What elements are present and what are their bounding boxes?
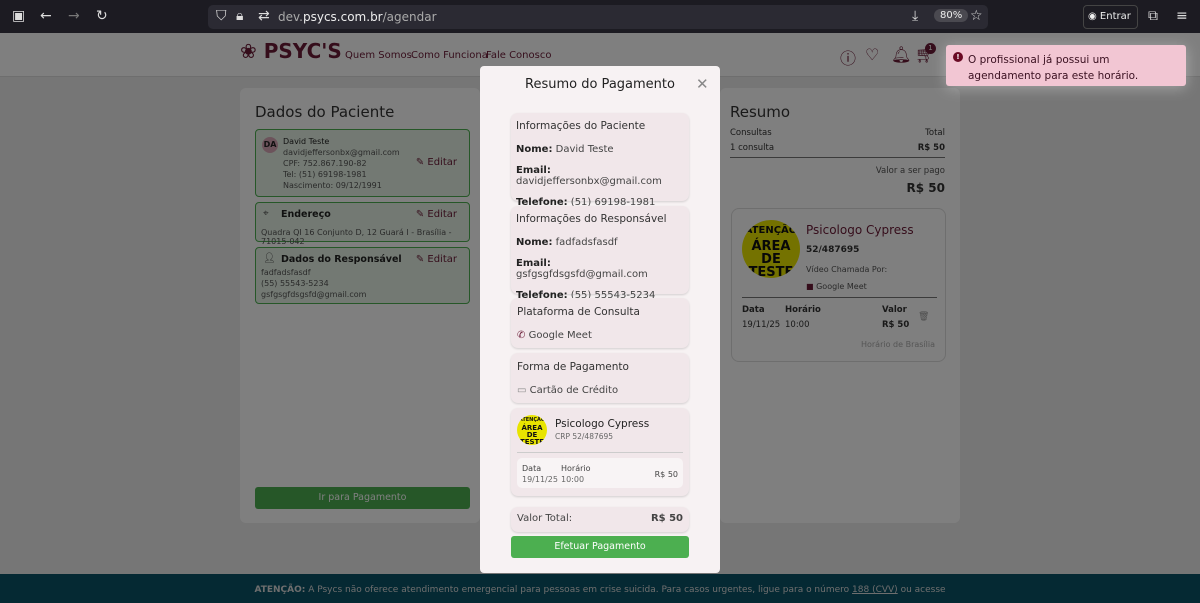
modal-title: Resumo do Pagamento [525,77,675,92]
shield-icon: ⛉ [216,8,227,24]
sidebar-icon[interactable]: ▣ [12,8,26,24]
url-path: /agendar [382,10,437,24]
platform-section: Plataforma de Consulta ✆ Google Meet [511,298,689,348]
sign-in-label: Entrar [1099,11,1131,22]
modal-patient-email: davidjeffersonbx@gmail.com [516,176,662,187]
responsible-info-heading: Informações do Responsável [516,213,667,225]
lock-icon: 🔒︎ [236,8,244,24]
platform-heading: Plataforma de Consulta [517,306,640,318]
modal-patient-phone: (51) 69198-1981 [570,197,656,208]
total-label: Valor Total: [517,513,573,524]
appointment-section: ATENÇÃO ÁREA DE TESTE Psicologo Cypress CR… [511,408,689,496]
modal-patient-name: David Teste [555,144,614,155]
payment-method-heading: Forma de Pagamento [517,361,629,373]
modal-price: R$ 50 [654,470,678,479]
patient-info-section: Informações do Paciente Nome: David Test… [511,113,689,208]
alert-icon: ! [953,52,963,62]
url-prefix: dev. [278,10,303,24]
submit-payment-button[interactable]: Efetuar Pagamento [511,536,689,558]
total-section: Valor Total: R$ 50 [511,507,689,532]
error-toast: ! O profissional já possui um agendament… [946,45,1186,86]
payment-summary-modal: Resumo do Pagamento ✕ Informações do Pac… [480,66,720,573]
zoom-level[interactable]: 80% [934,9,969,22]
reload-icon[interactable]: ↻ [96,8,108,24]
modal-time: 10:00 [561,475,585,484]
modal-date: 19/11/25 [522,475,558,484]
modal-responsible-name: fadfadsfasdf [555,237,618,248]
whatsapp-icon: ✆ [517,330,526,341]
extensions-icon[interactable]: ⧉ [1148,8,1158,24]
forward-icon[interactable]: → [68,8,80,24]
close-icon[interactable]: ✕ [696,75,709,93]
url-bar[interactable]: ⛉ 🔒︎ ⇄ dev.psycs.com.br/agendar ⤓ 80% ☆ [208,5,988,29]
modal-responsible-email: gsfgsgfdsgsfd@gmail.com [516,269,648,280]
bookmark-star-icon[interactable]: ☆ [970,8,983,24]
modal-professional-photo: ATENÇÃO ÁREA DE TESTE [517,415,547,445]
download-icon[interactable]: ⤓ [912,8,919,24]
patient-info-heading: Informações do Paciente [516,120,646,132]
modal-professional-name: Psicologo Cypress [555,418,650,430]
back-icon[interactable]: ← [40,8,52,24]
account-icon: ◉ [1088,11,1097,22]
menu-icon[interactable]: ≡ [1176,8,1188,24]
browser-toolbar: ▣ ← → ↻ ⛉ 🔒︎ ⇄ dev.psycs.com.br/agendar … [0,0,1200,33]
modal-time-header: Horário [561,464,591,473]
modal-crp: CRP 52/487695 [555,432,614,441]
credit-card-icon: ▭ [517,385,527,396]
total-value: R$ 50 [650,513,683,524]
responsible-info-section: Informações do Responsável Nome: fadfads… [511,206,689,301]
modal-platform: Google Meet [528,330,592,341]
sign-in-button[interactable]: ◉ Entrar [1083,5,1138,29]
permissions-icon[interactable]: ⇄ [258,8,270,24]
payment-method-section: Forma de Pagamento ▭ Cartão de Crédito [511,353,689,403]
modal-payment-method: Cartão de Crédito [529,385,619,396]
toast-message: O profissional já possui um agendamento … [968,54,1139,82]
modal-responsible-phone: (55) 55543-5234 [570,290,656,301]
modal-date-header: Data [522,464,542,473]
url-domain: psycs.com.br [302,10,383,24]
